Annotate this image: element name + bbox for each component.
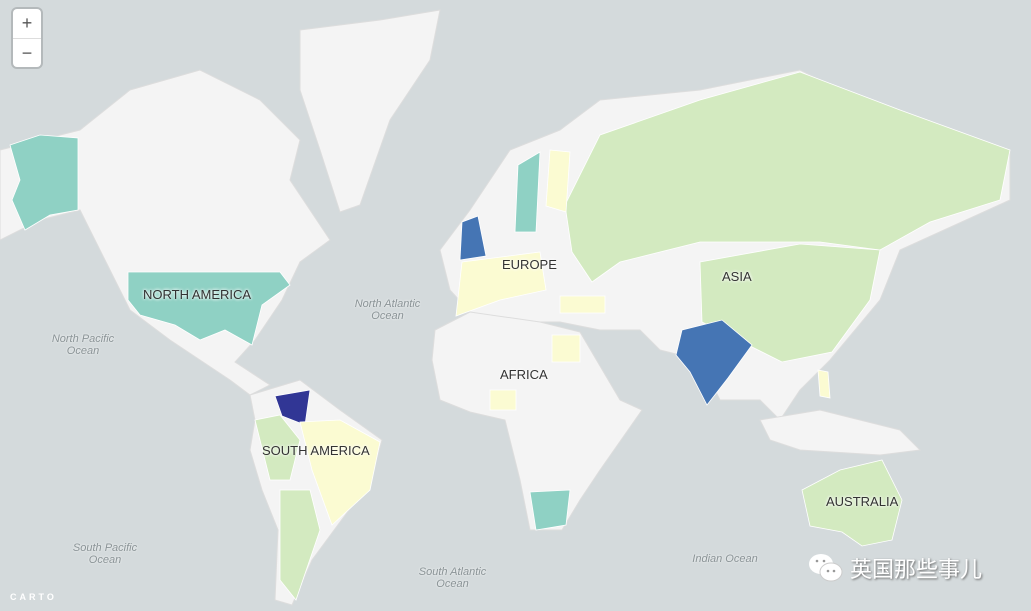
label-africa: AFRICA [500,367,548,382]
country-brazil[interactable] [299,419,381,526]
label-north-pacific: North Pacific Ocean [51,333,115,357]
country-egypt[interactable] [551,334,581,363]
zoom-in-button[interactable]: + [13,9,41,39]
country-colombia-peru[interactable] [254,414,301,481]
country-sweden-norway[interactable] [514,151,541,233]
wechat-icon [809,554,843,582]
country-australia[interactable] [801,459,903,547]
label-europe: EUROPE [502,257,557,272]
country-finland[interactable] [545,149,571,213]
label-south-atlantic: South Atlantic Ocean [418,566,487,590]
zoom-control: + − [13,9,41,67]
country-usa[interactable] [127,271,291,346]
country-philippines[interactable] [817,369,831,399]
label-indian-ocean: Indian Ocean [692,553,758,565]
label-asia: ASIA [722,269,752,284]
label-south-america: SOUTH AMERICA [262,443,370,458]
watermark: 英国那些事儿 [808,552,982,584]
country-nigeria[interactable] [489,389,517,411]
country-russia[interactable] [564,71,1011,283]
africa-land [431,311,643,531]
country-india[interactable] [675,319,753,406]
country-turkey[interactable] [559,295,606,314]
label-south-pacific: South Pacific Ocean [72,542,138,566]
label-australia: AUSTRALIA [826,494,899,509]
label-north-atlantic: North Atlantic Ocean [354,298,421,322]
carto-attribution[interactable]: CARTO [10,592,57,602]
zoom-out-button[interactable]: − [21,43,33,63]
country-uk[interactable] [459,215,487,261]
country-argentina-chile[interactable] [279,489,321,601]
label-north-america: NORTH AMERICA [143,287,252,302]
country-south-africa[interactable] [529,489,571,531]
southeast-asia-islands [759,409,922,456]
countries-western-europe[interactable] [455,251,547,317]
watermark-text: 英国那些事儿 [850,558,983,583]
greenland [299,9,441,213]
country-alaska[interactable] [9,134,79,231]
